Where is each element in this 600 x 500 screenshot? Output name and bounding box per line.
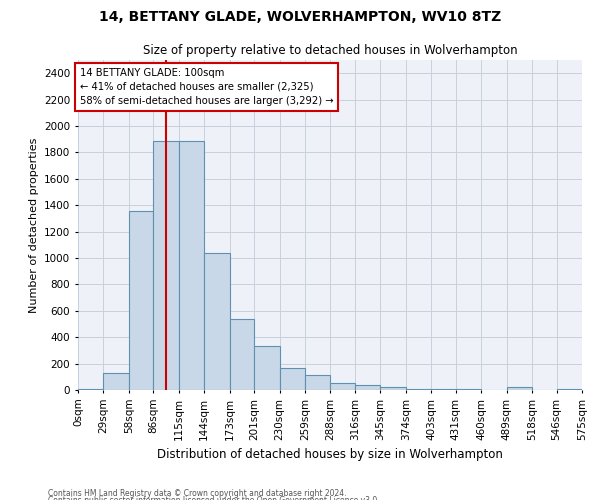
Bar bbox=[154, 140, 179, 390]
Text: 14, BETTANY GLADE, WOLVERHAMPTON, WV10 8TZ: 14, BETTANY GLADE, WOLVERHAMPTON, WV10 8… bbox=[99, 10, 501, 24]
Bar bbox=[331, 382, 355, 390]
Bar bbox=[179, 140, 204, 390]
Bar bbox=[230, 318, 254, 390]
Text: Contains public sector information licensed under the Open Government Licence v3: Contains public sector information licen… bbox=[48, 496, 380, 500]
Text: Contains HM Land Registry data © Crown copyright and database right 2024.: Contains HM Land Registry data © Crown c… bbox=[48, 488, 347, 498]
Text: 14 BETTANY GLADE: 100sqm
← 41% of detached houses are smaller (2,325)
58% of sem: 14 BETTANY GLADE: 100sqm ← 41% of detach… bbox=[80, 68, 334, 106]
Bar bbox=[204, 252, 230, 390]
X-axis label: Distribution of detached houses by size in Wolverhampton: Distribution of detached houses by size … bbox=[157, 448, 503, 461]
Bar bbox=[557, 388, 582, 390]
Bar bbox=[78, 388, 103, 390]
Bar bbox=[380, 388, 406, 390]
Bar bbox=[305, 376, 331, 390]
Bar bbox=[506, 388, 532, 390]
Y-axis label: Number of detached properties: Number of detached properties bbox=[29, 138, 38, 312]
Bar bbox=[129, 211, 154, 390]
Title: Size of property relative to detached houses in Wolverhampton: Size of property relative to detached ho… bbox=[143, 44, 517, 58]
Bar bbox=[355, 386, 380, 390]
Bar bbox=[280, 368, 305, 390]
Bar bbox=[254, 346, 280, 390]
Bar bbox=[103, 373, 129, 390]
